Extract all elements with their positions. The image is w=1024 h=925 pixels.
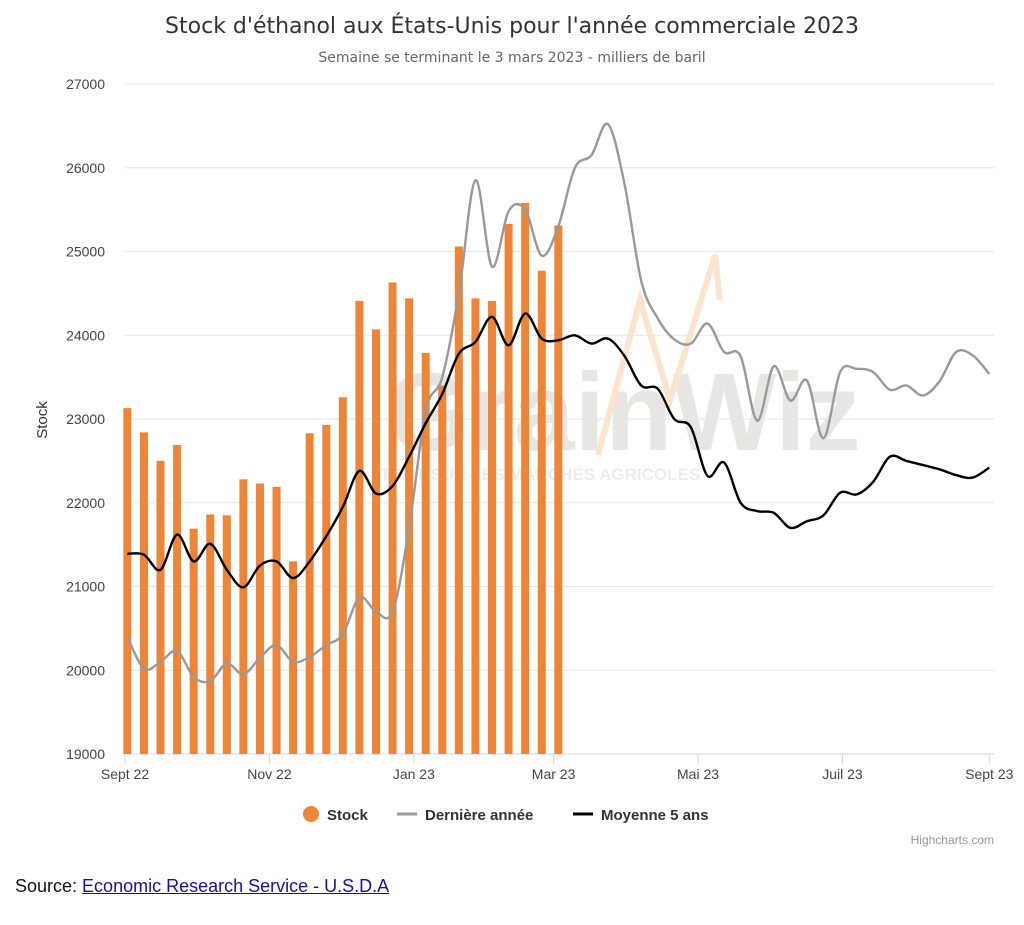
watermark-logo-mark	[595, 254, 723, 456]
y-tick-label: 21000	[66, 579, 105, 595]
stock-bar	[189, 528, 198, 754]
y-tick-label: 25000	[66, 244, 105, 260]
stock-bar	[289, 561, 298, 754]
legend: Stock Dernière année Moyenne 5 ans	[303, 806, 709, 824]
chart-svg: GrainWiz TOUT SUR LES MARCHÉS AGRICOLES …	[34, 13, 1014, 847]
stock-bar	[488, 300, 497, 754]
source-prefix: Source:	[15, 876, 83, 896]
source-line: Source: Economic Research Service - U.S.…	[15, 876, 389, 897]
stock-bar	[272, 486, 281, 754]
legend-label-stock: Stock	[327, 807, 369, 824]
source-link[interactable]: Economic Research Service - U.S.D.A	[82, 876, 390, 896]
stock-bar	[438, 385, 447, 754]
y-tick-label: 27000	[66, 76, 105, 92]
stock-bar	[305, 433, 314, 754]
legend-item-derniere-annee[interactable]: Dernière année	[397, 807, 533, 824]
chart-subtitle: Semaine se terminant le 3 mars 2023 - mi…	[318, 50, 705, 66]
stock-bar	[239, 479, 248, 754]
x-axis: Sept 22 Nov 22 Jan 23 Mar 23 Mai 23 Juil 23 Se…	[101, 753, 1014, 782]
stock-bar	[173, 444, 182, 754]
y-tick-label: 24000	[66, 327, 105, 343]
derniere-annee-line	[126, 122, 991, 684]
stock-bar	[421, 352, 430, 754]
stock-bars	[123, 202, 563, 755]
series-lines	[126, 122, 991, 684]
x-tick-label: Sept 22	[101, 766, 149, 782]
stock-bar	[371, 329, 380, 754]
legend-label-moyenne-5-ans: Moyenne 5 ans	[601, 807, 709, 824]
x-tick-label: Jan 23	[393, 766, 435, 782]
stock-bar	[537, 270, 546, 754]
legend-label-derniere-annee: Dernière année	[425, 807, 533, 824]
stock-bar	[388, 282, 397, 754]
stock-bar	[521, 202, 530, 755]
stock-bar	[255, 483, 264, 754]
legend-symbol-stock	[303, 806, 319, 822]
x-tick-label: Sept 23	[965, 766, 1013, 782]
legend-item-moyenne-5-ans[interactable]: Moyenne 5 ans	[573, 807, 709, 824]
stock-bar	[554, 225, 563, 755]
stock-bar	[222, 515, 231, 754]
stock-bar	[206, 514, 215, 754]
y-tick-label: 20000	[66, 662, 105, 678]
x-tick-label: Mai 23	[677, 766, 719, 782]
y-axis-title: Stock	[34, 401, 51, 439]
stock-bar	[504, 223, 513, 755]
legend-item-stock[interactable]: Stock	[303, 806, 369, 824]
y-tick-label: 26000	[66, 160, 105, 176]
stock-bar	[338, 397, 347, 754]
stock-bar	[123, 408, 132, 754]
x-tick-label: Juil 23	[822, 766, 863, 782]
moyenne-5-ans-line	[127, 312, 990, 589]
x-tick-label: Mar 23	[532, 766, 576, 782]
stock-bar	[454, 246, 463, 754]
chart-title: Stock d'éthanol aux États-Unis pour l'an…	[165, 13, 859, 39]
stock-bar	[471, 298, 480, 754]
credits-link[interactable]: Highcharts.com	[911, 833, 994, 847]
stock-bar	[156, 460, 165, 754]
y-tick-label: 22000	[66, 495, 105, 511]
y-axis-tick-labels: 19000 20000 21000 22000 23000 24000 25000 26000…	[66, 76, 105, 762]
y-tick-label: 19000	[66, 746, 105, 762]
stock-bar	[139, 432, 148, 754]
x-tick-label: Nov 22	[247, 766, 292, 782]
stock-bar	[355, 300, 364, 754]
y-tick-label: 23000	[66, 411, 105, 427]
stock-bar	[322, 424, 331, 754]
